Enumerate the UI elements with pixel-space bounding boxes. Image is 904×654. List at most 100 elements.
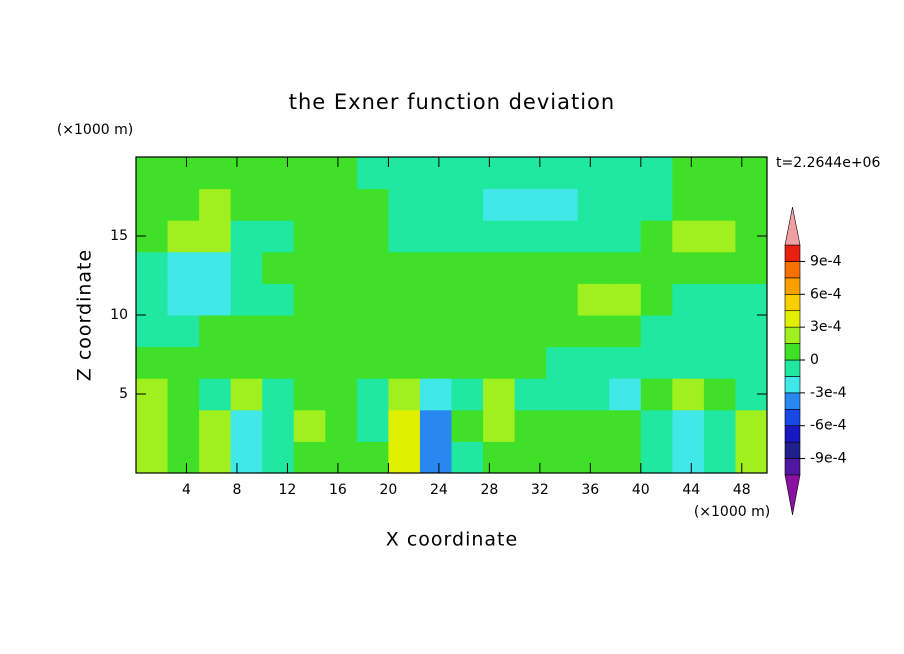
field-cell: [262, 251, 295, 284]
field-cell: [419, 157, 452, 190]
field-cell: [577, 157, 610, 190]
field-cell: [735, 346, 768, 379]
field-cell: [262, 409, 295, 442]
field-cell: [262, 188, 295, 221]
field-cell: [136, 188, 169, 221]
field-cell: [325, 251, 358, 284]
y-tick-label: 5: [119, 386, 128, 402]
field-cell: [672, 315, 705, 348]
field-cell: [419, 409, 452, 442]
field-cell: [356, 441, 389, 474]
field-cell: [388, 441, 421, 474]
x-tick-label: 20: [379, 482, 397, 498]
field-cell: [262, 157, 295, 190]
field-cell: [293, 220, 326, 253]
x-tick-label: 44: [682, 482, 700, 498]
field-cell: [199, 188, 232, 221]
field-cell: [325, 157, 358, 190]
field-cell: [419, 220, 452, 253]
field-cell: [388, 409, 421, 442]
field-cell: [577, 188, 610, 221]
field-cell: [640, 220, 673, 253]
y-axis-label: Z coordinate: [74, 249, 96, 381]
x-tick-label: 28: [480, 482, 498, 498]
field-cell: [167, 346, 200, 379]
field-cell: [293, 157, 326, 190]
field-cell: [703, 188, 736, 221]
field-cell: [672, 157, 705, 190]
field-cell: [451, 283, 484, 316]
colorbar-band: [784, 392, 801, 410]
field-cell: [167, 378, 200, 411]
field-cell: [609, 315, 642, 348]
field-cell: [230, 283, 263, 316]
x-tick-label: 8: [232, 482, 241, 498]
field-cell: [577, 251, 610, 284]
y-unit: (×1000 m): [57, 122, 133, 138]
field-cell: [703, 441, 736, 474]
field-cell: [356, 188, 389, 221]
field-cell: [167, 441, 200, 474]
field-cell: [483, 220, 516, 253]
field-cell: [609, 188, 642, 221]
colorbar-band: [784, 277, 801, 295]
field-cell: [703, 409, 736, 442]
field-cell: [293, 283, 326, 316]
field-cell: [514, 251, 547, 284]
field-cell: [451, 441, 484, 474]
field-cell: [451, 220, 484, 253]
field-cell: [356, 220, 389, 253]
field-cell: [546, 378, 579, 411]
field-cell: [388, 283, 421, 316]
field-cell: [672, 251, 705, 284]
field-cell: [230, 251, 263, 284]
field-cell: [167, 283, 200, 316]
field-cell: [672, 409, 705, 442]
field-cell: [546, 251, 579, 284]
field-cell: [356, 315, 389, 348]
field-cell: [199, 346, 232, 379]
field-cell: [356, 251, 389, 284]
field-cell: [483, 157, 516, 190]
field-cell: [167, 251, 200, 284]
field-cell: [356, 157, 389, 190]
x-tick-label: 16: [329, 482, 347, 498]
field-cell: [199, 441, 232, 474]
field-cell: [388, 251, 421, 284]
field-cell: [546, 283, 579, 316]
x-tick-label: 24: [430, 482, 448, 498]
field-cell: [577, 378, 610, 411]
x-tick-label: 32: [531, 482, 549, 498]
field-cell: [167, 188, 200, 221]
field-cell: [577, 283, 610, 316]
field-cell: [703, 157, 736, 190]
field-cell: [167, 409, 200, 442]
field-cell: [483, 441, 516, 474]
y-tick-label: 15: [110, 228, 128, 244]
colorbar-band: [784, 359, 801, 377]
field-cell: [199, 157, 232, 190]
field-cell: [609, 251, 642, 284]
field-cell: [735, 157, 768, 190]
field-cell: [419, 251, 452, 284]
field-cell: [483, 188, 516, 221]
field-cell: [514, 346, 547, 379]
y-tick-label: 10: [110, 307, 128, 323]
field-cell: [672, 378, 705, 411]
field-cell: [356, 346, 389, 379]
field-cell: [577, 220, 610, 253]
field-cell: [325, 188, 358, 221]
field-cell: [640, 157, 673, 190]
colorbar-over: [784, 206, 801, 246]
colorbar-under: [784, 474, 801, 516]
field-cell: [388, 378, 421, 411]
field-cell: [451, 378, 484, 411]
field-cell: [703, 251, 736, 284]
field-cell: [293, 188, 326, 221]
field-cell: [483, 251, 516, 284]
colorbar-band: [784, 310, 801, 328]
field-cell: [199, 283, 232, 316]
field-cell: [230, 188, 263, 221]
colorbar-band: [784, 425, 801, 443]
